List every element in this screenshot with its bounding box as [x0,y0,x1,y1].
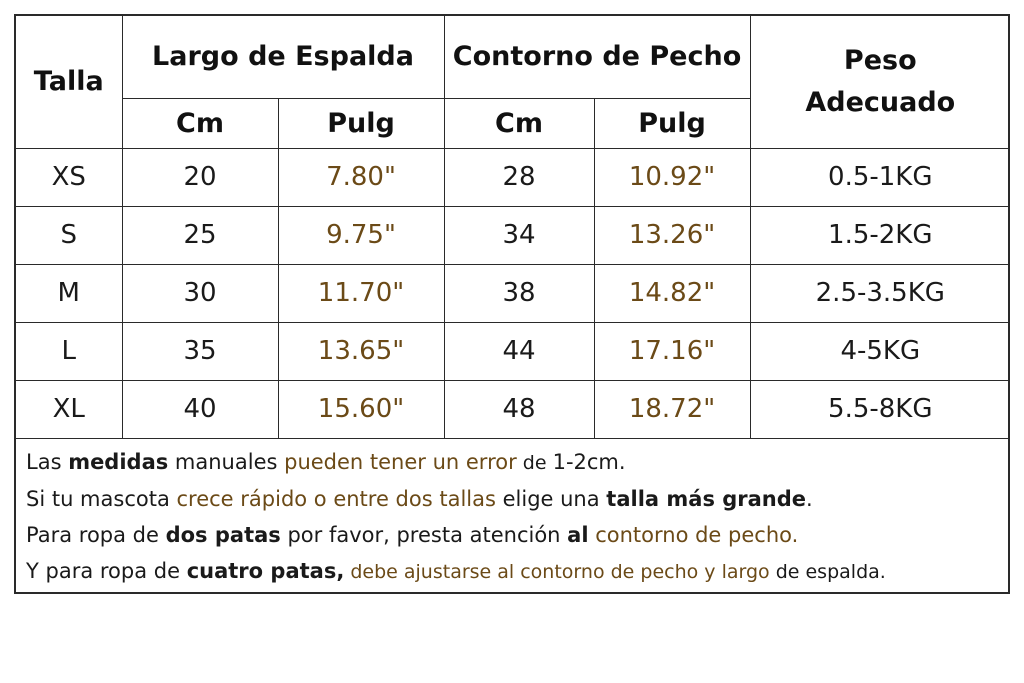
note-1-part-b: medidas [68,450,169,474]
header-largo-pulg: Pulg [277,97,445,149]
table-row: M 30 11.70" 38 14.82" 2.5-3.5KG [16,263,1011,323]
table-row: XS 20 7.80" 28 10.92" 0.5-1KG [16,147,1011,207]
header-pecho-pulg: Pulg [593,97,751,149]
cell-peso: 4-5KG [749,321,1011,381]
header-peso-line2: Adecuado [805,86,956,118]
note-4-part-a: Y para ropa de [26,559,187,583]
header-peso-adecuado: Peso Adecuado [749,16,1011,149]
cell-talla: L [16,321,123,381]
note-2-part-a: Si tu mascota [26,487,177,511]
note-2-part-e: . [806,487,813,511]
header-pecho-cm: Cm [443,97,595,149]
header-contorno-pecho: Contorno de Pecho [443,16,751,99]
cell-pecho-pulg: 10.92" [593,147,751,207]
note-line-4: Y para ropa de cuatro patas, debe ajusta… [26,553,1008,590]
cell-largo-cm: 25 [121,205,279,265]
notes-section: Las medidas manuales pueden tener un err… [16,438,1008,590]
cell-talla: M [16,263,123,323]
header-largo-cm: Cm [122,97,279,149]
note-3-part-d: al [567,523,589,547]
cell-pecho-pulg: 17.16" [593,321,751,381]
cell-peso: 2.5-3.5KG [749,263,1011,323]
cell-talla: XS [16,147,123,207]
cell-largo-cm: 20 [121,147,279,207]
cell-largo-cm: 40 [121,379,279,439]
note-1-part-c: manuales [168,450,285,474]
cell-pecho-cm: 48 [443,379,595,439]
note-3-part-f: contorno de pecho. [595,523,799,547]
note-1-part-e: de [516,452,553,474]
note-1-part-d: pueden tener un error [284,450,517,474]
cell-pecho-cm: 28 [443,147,595,207]
header-talla: Talla [16,16,123,149]
note-4-part-c: debe ajustarse al contorno de pecho y la… [344,561,776,583]
header-largo-espalda: Largo de Espalda [121,16,445,99]
cell-largo-cm: 30 [121,263,279,323]
cell-pecho-pulg: 18.72" [593,379,751,439]
note-2-part-b: crece rápido o entre dos tallas [176,487,496,511]
header-row-1: Talla Largo de Espalda Contorno de Pecho… [16,16,1011,149]
note-4-part-b: cuatro patas, [186,559,345,583]
cell-peso: 5.5-8KG [749,379,1011,439]
note-3-part-a: Para ropa de [26,523,166,547]
cell-talla: S [16,205,123,265]
header-peso-line1: Peso [843,44,917,76]
size-chart: Talla Largo de Espalda Contorno de Pecho… [14,14,1011,594]
note-line-1: Las medidas manuales pueden tener un err… [26,444,1008,481]
cell-pecho-cm: 44 [443,321,595,381]
cell-largo-cm: 35 [121,321,279,381]
cell-peso: 1.5-2KG [749,205,1011,265]
header-row-2: Cm Pulg Cm Pulg [16,97,1010,149]
cell-largo-pulg: 9.75" [277,205,445,265]
note-line-2: Si tu mascota crece rápido o entre dos t… [26,481,1008,517]
note-1-part-a: Las [26,450,69,474]
cell-pecho-pulg: 14.82" [593,263,751,323]
table-row: S 25 9.75" 34 13.26" 1.5-2KG [16,205,1011,265]
cell-pecho-pulg: 13.26" [593,205,751,265]
note-2-part-c: elige una [495,487,607,511]
note-1-part-f: 1-2cm. [552,450,626,474]
cell-largo-pulg: 7.80" [277,147,445,207]
cell-largo-pulg: 11.70" [277,263,445,323]
table-row: L 35 13.65" 44 17.16" 4-5KG [16,321,1011,381]
note-4-part-d: de espalda. [775,561,886,583]
note-3-part-c: por favor, presta atención [280,523,568,547]
note-line-3: Para ropa de dos patas por favor, presta… [26,517,1008,553]
table-row: XL 40 15.60" 48 18.72" 5.5-8KG [16,379,1011,439]
size-table: Talla Largo de Espalda Contorno de Pecho… [16,16,1011,439]
cell-talla: XL [16,379,123,439]
cell-largo-pulg: 15.60" [277,379,445,439]
note-2-part-d: talla más grande [606,487,807,511]
note-3-part-b: dos patas [165,523,281,547]
cell-pecho-cm: 38 [443,263,595,323]
cell-peso: 0.5-1KG [749,147,1011,207]
cell-pecho-cm: 34 [443,205,595,265]
cell-largo-pulg: 13.65" [277,321,445,381]
